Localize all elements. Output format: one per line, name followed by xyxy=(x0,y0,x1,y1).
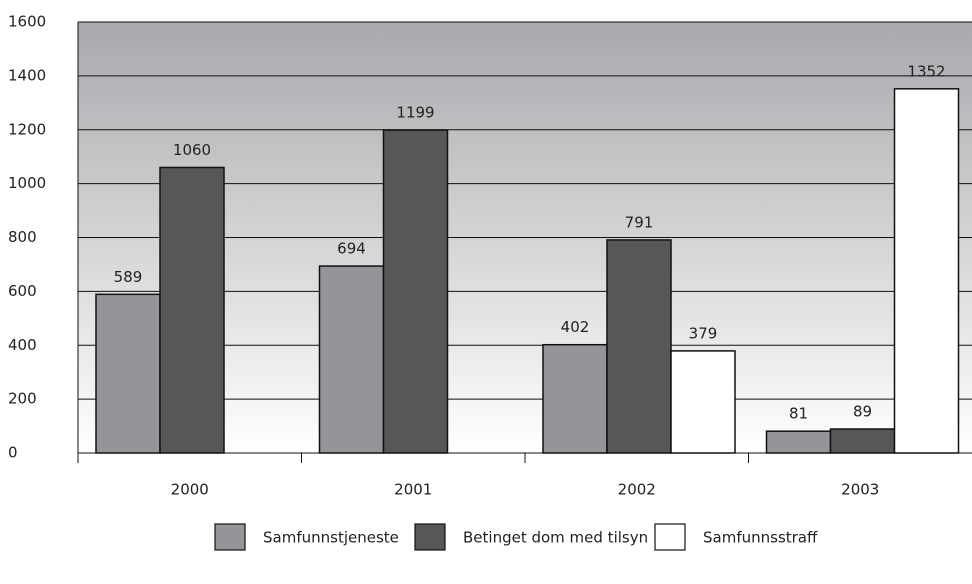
y-tick-label: 1600 xyxy=(8,13,46,31)
legend-swatch xyxy=(414,523,446,551)
bar xyxy=(542,343,608,454)
y-tick-label: 200 xyxy=(8,390,37,408)
data-label: 402 xyxy=(561,318,590,336)
y-tick-label: 1400 xyxy=(8,66,46,84)
data-label: 379 xyxy=(689,324,718,342)
bar xyxy=(95,293,161,454)
data-label: 89 xyxy=(853,403,872,421)
legend-label: Samfunnstjeneste xyxy=(263,529,399,547)
bar xyxy=(318,265,385,454)
y-tick-label: 0 xyxy=(8,444,18,462)
y-tick-label: 400 xyxy=(8,336,37,354)
y-tick-label: 1200 xyxy=(8,120,46,138)
y-tick-label: 800 xyxy=(8,228,37,246)
y-tick-label: 600 xyxy=(8,282,37,300)
bar xyxy=(606,239,672,454)
x-tick-label: 2001 xyxy=(394,481,432,499)
data-label: 1060 xyxy=(173,141,211,159)
x-tick-label: 2002 xyxy=(618,481,656,499)
data-label: 791 xyxy=(625,213,654,231)
data-label: 589 xyxy=(114,268,143,286)
legend-swatch xyxy=(214,523,246,551)
bar xyxy=(159,166,225,454)
data-label: 81 xyxy=(789,405,808,423)
bar xyxy=(765,430,832,454)
x-tick-label: 2000 xyxy=(171,481,209,499)
bar xyxy=(670,350,736,454)
y-tick-label: 1000 xyxy=(8,174,46,192)
x-tick-label: 2003 xyxy=(841,481,879,499)
legend-swatch xyxy=(654,523,686,551)
data-label: 1199 xyxy=(396,104,434,122)
data-label: 694 xyxy=(337,240,366,258)
legend-label: Samfunnsstraff xyxy=(703,529,818,547)
bar xyxy=(382,129,449,454)
data-label: 1352 xyxy=(907,62,945,80)
legend-label: Betinget dom med tilsyn xyxy=(463,529,648,547)
bar xyxy=(893,88,960,454)
bar xyxy=(829,428,896,454)
